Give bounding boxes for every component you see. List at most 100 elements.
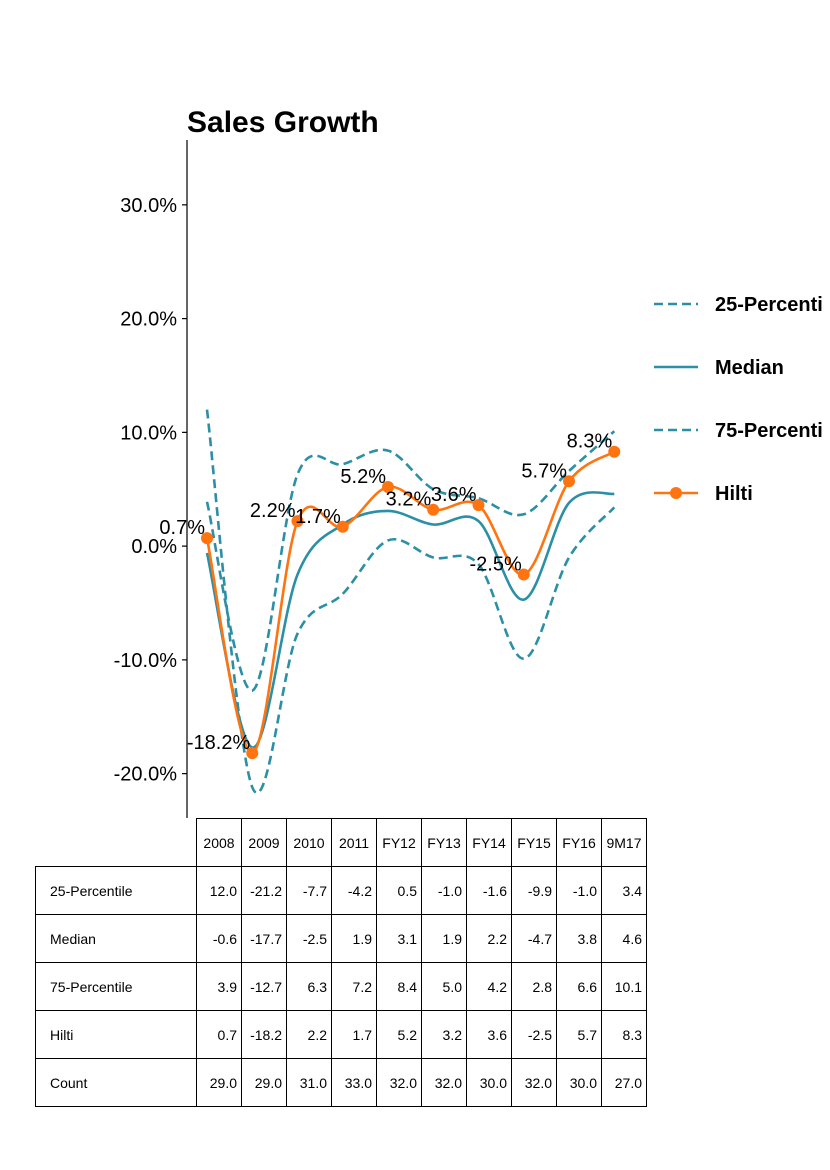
table-column-header: 2010 [286, 818, 332, 867]
y-tick-label: 20.0% [120, 309, 177, 331]
table-cell: 4.2 [466, 962, 512, 1011]
hilti-point [472, 499, 485, 512]
table-column-header: 2009 [241, 818, 287, 867]
legend-label: Median [715, 357, 784, 379]
table-column-header: FY14 [466, 818, 512, 867]
data-label: 0.7% [159, 517, 205, 539]
hilti-point [246, 747, 259, 760]
table-cell: 6.6 [556, 962, 602, 1011]
table-corner [36, 819, 197, 867]
table-row: 75-Percentile 3.9 -12.7 6.3 7.2 8.4 5.0 4.2 2.8 6… [35, 962, 647, 1011]
table-cell: 29.0 [241, 1058, 287, 1107]
table-cell: -4.7 [511, 914, 557, 963]
table-cell: 10.1 [601, 962, 647, 1011]
table-column-header: 9M17 [601, 818, 647, 867]
hilti-point [201, 532, 213, 545]
legend-label: 75-Percenti [715, 420, 823, 442]
series-layer [201, 409, 621, 795]
table-row-label: 75-Percentile [35, 962, 197, 1011]
table-cell: 27.0 [601, 1058, 647, 1107]
legend-item-25-percentile: 25-Percenti [654, 294, 823, 316]
table-cell: -7.7 [286, 866, 332, 915]
table-cell: -17.7 [241, 914, 287, 963]
table-cell: 3.2 [421, 1010, 467, 1059]
table-row-label: 25-Percentile [35, 866, 197, 915]
data-label: -18.2% [187, 732, 251, 754]
y-tick-label: -20.0% [114, 764, 178, 786]
table-row-label: Hilti [35, 1010, 197, 1059]
table-cell: -12.7 [241, 962, 287, 1011]
table-cell: 8.3 [601, 1010, 647, 1059]
table-cell: 32.0 [421, 1058, 467, 1107]
table-cell: 5.2 [376, 1010, 422, 1059]
table-cell: 7.2 [331, 962, 377, 1011]
hilti-point [608, 445, 621, 458]
y-axis-ticks: 30.0% 20.0% 10.0% 0.0% -10.0% -20.0% [114, 195, 187, 786]
table-cell: -1.6 [466, 866, 512, 915]
table-row: Hilti 0.7 -18.2 2.2 1.7 5.2 3.2 3.6 -2.5 5.7 8.3 [35, 1010, 647, 1059]
table-cell: 2.2 [286, 1010, 332, 1059]
data-label: 8.3% [567, 431, 613, 453]
table-cell: 3.6 [466, 1010, 512, 1059]
table-column-header: 2011 [331, 818, 377, 867]
table-cell: 1.9 [331, 914, 377, 963]
chart-title: Sales Growth [187, 106, 379, 139]
y-tick-label: 30.0% [120, 195, 177, 217]
table-column-header: FY15 [511, 818, 557, 867]
table-row: Median -0.6 -17.7 -2.5 1.9 3.1 1.9 2.2 -4.7 3.8 4.… [35, 914, 647, 963]
table-cell: 30.0 [466, 1058, 512, 1107]
table-cell: 0.7 [196, 1010, 242, 1059]
hilti-point [382, 480, 394, 493]
table-cell: 3.1 [376, 914, 422, 963]
hilti-point [291, 515, 304, 528]
table-row: Count 29.0 29.0 31.0 33.0 32.0 32.0 30.0 32.0 30.… [35, 1058, 647, 1107]
data-label: 5.2% [340, 466, 386, 488]
table-cell: 5.7 [556, 1010, 602, 1059]
table-cell: 3.4 [601, 866, 647, 915]
table-cell: -9.9 [511, 866, 557, 915]
table-column-header: FY12 [376, 818, 422, 867]
table-cell: 3.9 [196, 962, 242, 1011]
table-cell: 29.0 [196, 1058, 242, 1107]
table-column-header: FY16 [556, 818, 602, 867]
table-cell: 32.0 [376, 1058, 422, 1107]
table-cell: -0.6 [196, 914, 242, 963]
table-cell: 12.0 [196, 866, 242, 915]
y-tick-label: 0.0% [131, 536, 177, 558]
table-cell: 0.5 [376, 866, 422, 915]
table-cell: 5.0 [421, 962, 467, 1011]
table-cell: 30.0 [556, 1058, 602, 1107]
data-label: 3.6% [431, 484, 477, 506]
table-cell: -2.5 [511, 1010, 557, 1059]
table-cell: 31.0 [286, 1058, 332, 1107]
legend-item-75-percentile: 75-Percenti [654, 420, 823, 442]
legend-label: 25-Percenti [715, 294, 823, 316]
series-line-75-percentile [205, 430, 616, 692]
table-cell: -4.2 [331, 866, 377, 915]
legend-label: Hilti [715, 483, 753, 505]
hilti-point [427, 503, 440, 516]
table-cell: -21.2 [241, 866, 287, 915]
sales-growth-chart: Sales Growth 30.0% 20.0% 10.0% 0.0% -10.0% -2… [114, 106, 823, 818]
table-row-label: Median [35, 914, 197, 963]
table-cell: 6.3 [286, 962, 332, 1011]
table-column-header: FY13 [421, 818, 467, 867]
series-line-25-percentile [205, 409, 616, 795]
data-labels: 0.7% -18.2% 2.2% 1.7% 5.2%3.2% 3.6% -2.5% 5.7%8… [159, 431, 612, 754]
data-label: 5.7% [521, 460, 567, 482]
data-table: 2008 2009 2010 2011 FY12 FY13 FY14 FY15 FY16 9M17… [35, 818, 647, 1107]
hilti-point [563, 475, 575, 488]
table-cell: 1.9 [421, 914, 467, 963]
table-cell: 32.0 [511, 1058, 557, 1107]
data-label: 2.2% [250, 500, 296, 522]
table-cell: 2.8 [511, 962, 557, 1011]
table-cell: 4.6 [601, 914, 647, 963]
table-cell: 3.8 [556, 914, 602, 963]
table-cell: -1.0 [421, 866, 467, 915]
y-tick-label: 10.0% [120, 422, 177, 444]
legend-marker [670, 487, 682, 499]
table-row-label: Count [35, 1058, 197, 1107]
legend-item-hilti: Hilti [654, 483, 753, 505]
legend-item-median: Median [654, 357, 784, 379]
data-label: 3.2% [386, 489, 432, 511]
